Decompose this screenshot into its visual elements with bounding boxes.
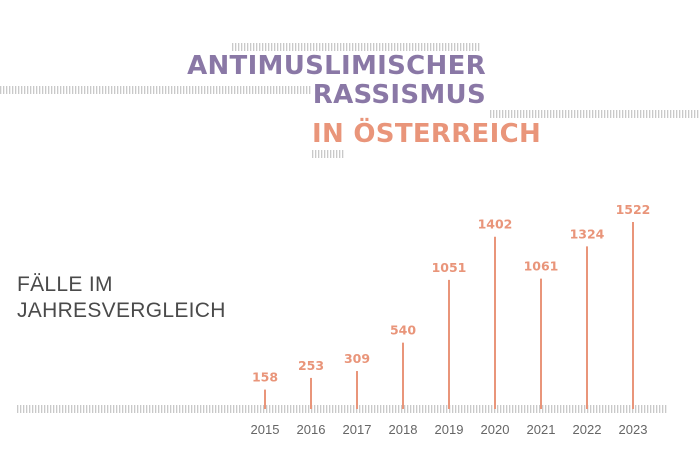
title-line-1: ANTIMUSLIMISCHER <box>187 51 486 81</box>
stripe-band-right <box>490 110 699 118</box>
data-label-2017: 309 <box>344 351 370 366</box>
x-tick-2016: 2016 <box>297 422 326 437</box>
x-tick-2021: 2021 <box>527 422 556 437</box>
chart-label-line-1: FÄLLE IM <box>17 273 113 296</box>
data-label-2016: 253 <box>298 358 324 373</box>
x-tick-2023: 2023 <box>619 422 648 437</box>
stripe-band-top <box>232 43 480 51</box>
data-label-2020: 1402 <box>478 217 513 232</box>
x-tick-2022: 2022 <box>573 422 602 437</box>
data-label-2022: 1324 <box>570 226 605 241</box>
x-tick-2020: 2020 <box>481 422 510 437</box>
stripe-band-left <box>0 86 311 94</box>
data-label-2021: 1061 <box>524 259 559 274</box>
title-line-2: RASSISMUS <box>312 80 486 110</box>
data-label-2015: 158 <box>252 370 278 385</box>
data-label-2018: 540 <box>390 323 416 338</box>
chart-label-line-2: JAHRESVERGLEICH <box>17 299 226 322</box>
stripe-band-small <box>312 150 344 158</box>
x-tick-2018: 2018 <box>389 422 418 437</box>
x-tick-2015: 2015 <box>251 422 280 437</box>
data-label-2023: 1522 <box>616 202 651 217</box>
title-line-3: IN ÖSTERREICH <box>312 119 542 149</box>
x-tick-2017: 2017 <box>343 422 372 437</box>
x-tick-2019: 2019 <box>435 422 464 437</box>
baseline-stripes <box>17 405 667 413</box>
data-label-2019: 1051 <box>432 260 467 275</box>
